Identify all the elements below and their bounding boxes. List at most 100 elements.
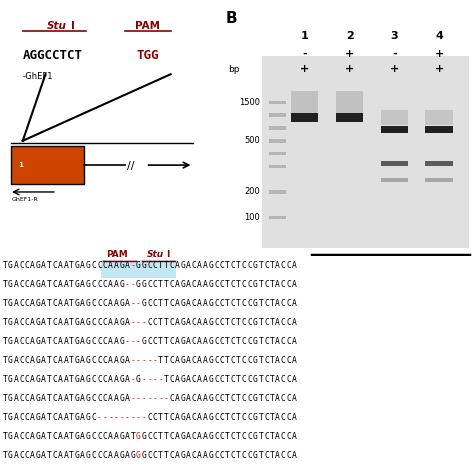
Text: C: C [53, 432, 57, 441]
Text: G: G [209, 413, 213, 422]
Text: G: G [181, 356, 185, 365]
Text: A: A [197, 451, 202, 460]
Text: C: C [147, 337, 152, 346]
Text: A: A [125, 394, 130, 403]
Text: I: I [166, 250, 169, 259]
Text: C: C [191, 356, 197, 365]
Text: T: T [69, 262, 74, 270]
Text: A: A [186, 432, 191, 441]
Text: T: T [158, 356, 163, 365]
Text: A: A [64, 413, 69, 422]
Text: T: T [47, 413, 52, 422]
Text: T: T [2, 356, 7, 365]
Text: T: T [225, 319, 230, 328]
Text: C: C [19, 300, 24, 309]
Text: A: A [30, 262, 35, 270]
Text: A: A [186, 356, 191, 365]
Text: G: G [86, 281, 91, 290]
Text: C: C [231, 451, 236, 460]
Text: T: T [164, 262, 169, 270]
Text: A: A [114, 375, 118, 384]
Text: A: A [175, 356, 180, 365]
Text: Stu: Stu [47, 21, 67, 31]
Text: A: A [292, 451, 297, 460]
Text: 200: 200 [244, 188, 260, 196]
Text: C: C [219, 413, 225, 422]
Text: G: G [119, 300, 124, 309]
Text: T: T [236, 356, 241, 365]
Text: G: G [181, 375, 185, 384]
Text: T: T [270, 262, 274, 270]
Text: A: A [13, 319, 18, 328]
Text: G: G [36, 319, 41, 328]
Text: A: A [13, 432, 18, 441]
Text: T: T [164, 413, 169, 422]
Text: G: G [181, 432, 185, 441]
Bar [269, 100, 286, 104]
Text: C: C [231, 337, 236, 346]
Bar [381, 178, 408, 182]
Text: G: G [75, 281, 80, 290]
Text: G: G [253, 319, 258, 328]
Text: T: T [259, 375, 264, 384]
Text: C: C [231, 394, 236, 403]
Text: C: C [281, 413, 286, 422]
Text: A: A [30, 394, 35, 403]
Text: A: A [197, 281, 202, 290]
Text: -: - [97, 413, 102, 422]
Text: G: G [75, 432, 80, 441]
Text: C: C [19, 337, 24, 346]
Text: G: G [8, 281, 13, 290]
Bar [263, 56, 469, 248]
Text: C: C [242, 262, 247, 270]
Text: G: G [209, 356, 213, 365]
Text: A: A [58, 375, 63, 384]
Text: B: B [225, 11, 237, 27]
Text: -: - [158, 394, 163, 403]
Text: T: T [270, 337, 274, 346]
Text: C: C [214, 356, 219, 365]
Text: A: A [175, 451, 180, 460]
Bar [336, 113, 363, 122]
Text: C: C [97, 356, 102, 365]
Text: A: A [114, 356, 118, 365]
Text: A: A [203, 319, 208, 328]
Text: C: C [147, 262, 152, 270]
Text: C: C [214, 375, 219, 384]
Text: A: A [186, 300, 191, 309]
Text: -: - [142, 319, 146, 328]
Text: C: C [242, 337, 247, 346]
Text: T: T [225, 394, 230, 403]
Text: C: C [19, 394, 24, 403]
Text: C: C [53, 394, 57, 403]
Text: G: G [209, 394, 213, 403]
Text: C: C [53, 337, 57, 346]
Text: A: A [80, 281, 85, 290]
Text: G: G [253, 300, 258, 309]
Text: A: A [80, 451, 85, 460]
Text: A: A [292, 281, 297, 290]
Text: G: G [119, 432, 124, 441]
Text: C: C [191, 375, 197, 384]
Text: 100: 100 [244, 213, 260, 222]
Text: T: T [158, 262, 163, 270]
Text: G: G [253, 451, 258, 460]
Text: 3: 3 [391, 31, 398, 41]
Text: C: C [191, 394, 197, 403]
Text: G: G [119, 356, 124, 365]
Text: A: A [197, 413, 202, 422]
Text: T: T [164, 300, 169, 309]
Text: G: G [253, 356, 258, 365]
Text: C: C [191, 451, 197, 460]
Text: T: T [259, 281, 264, 290]
Text: C: C [147, 281, 152, 290]
Text: A: A [41, 356, 46, 365]
Text: G: G [130, 451, 136, 460]
Text: C: C [19, 281, 24, 290]
Text: A: A [41, 262, 46, 270]
Text: C: C [102, 281, 108, 290]
Text: T: T [69, 319, 74, 328]
Text: G: G [8, 375, 13, 384]
Text: G: G [8, 356, 13, 365]
Text: C: C [169, 262, 174, 270]
